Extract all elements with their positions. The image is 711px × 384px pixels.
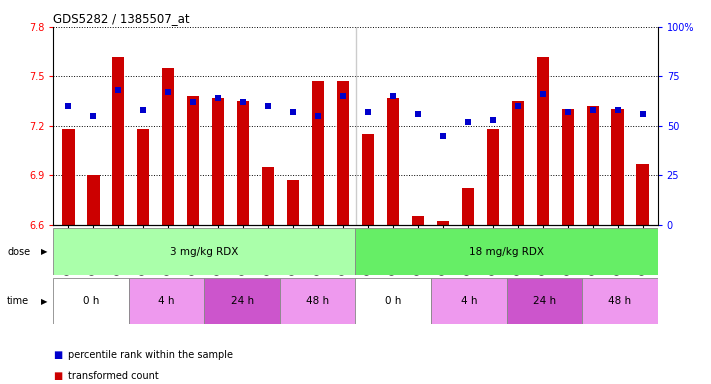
Bar <box>137 129 149 225</box>
Text: ▶: ▶ <box>41 247 47 256</box>
Text: 4 h: 4 h <box>159 296 175 306</box>
Bar <box>212 98 225 225</box>
Bar <box>237 101 250 225</box>
Bar <box>129 278 205 324</box>
Bar <box>362 134 374 225</box>
Bar <box>287 180 299 225</box>
Text: ■: ■ <box>53 371 63 381</box>
Bar <box>205 278 280 324</box>
Bar <box>562 109 574 225</box>
Bar <box>582 278 658 324</box>
Bar <box>506 278 582 324</box>
Bar <box>112 56 124 225</box>
Text: 24 h: 24 h <box>533 296 556 306</box>
Bar <box>587 106 599 225</box>
Bar <box>461 189 474 225</box>
Bar <box>187 96 199 225</box>
Bar <box>337 81 349 225</box>
Text: 18 mg/kg RDX: 18 mg/kg RDX <box>469 247 544 257</box>
Bar <box>636 164 649 225</box>
Text: 0 h: 0 h <box>385 296 402 306</box>
Text: 24 h: 24 h <box>230 296 254 306</box>
Bar <box>437 221 449 225</box>
Bar <box>486 129 499 225</box>
Text: transformed count: transformed count <box>68 371 159 381</box>
Text: ▶: ▶ <box>41 297 47 306</box>
Bar <box>62 129 75 225</box>
Text: 48 h: 48 h <box>609 296 631 306</box>
Bar <box>431 278 506 324</box>
Text: time: time <box>7 296 29 306</box>
Bar <box>387 98 399 225</box>
Text: 3 mg/kg RDX: 3 mg/kg RDX <box>170 247 239 257</box>
Bar <box>356 278 431 324</box>
Bar <box>537 56 549 225</box>
Bar <box>611 109 624 225</box>
Text: 48 h: 48 h <box>306 296 329 306</box>
Bar <box>53 228 356 275</box>
Bar <box>280 278 356 324</box>
Text: 0 h: 0 h <box>83 296 100 306</box>
Text: 4 h: 4 h <box>461 296 477 306</box>
Bar <box>262 167 274 225</box>
Text: GDS5282 / 1385507_at: GDS5282 / 1385507_at <box>53 12 190 25</box>
Bar <box>53 278 129 324</box>
Bar <box>87 175 100 225</box>
Text: percentile rank within the sample: percentile rank within the sample <box>68 350 232 360</box>
Bar <box>312 81 324 225</box>
Bar <box>356 228 658 275</box>
Bar <box>162 68 174 225</box>
Bar <box>412 217 424 225</box>
Text: ■: ■ <box>53 350 63 360</box>
Bar <box>512 101 524 225</box>
Text: dose: dose <box>7 247 31 257</box>
